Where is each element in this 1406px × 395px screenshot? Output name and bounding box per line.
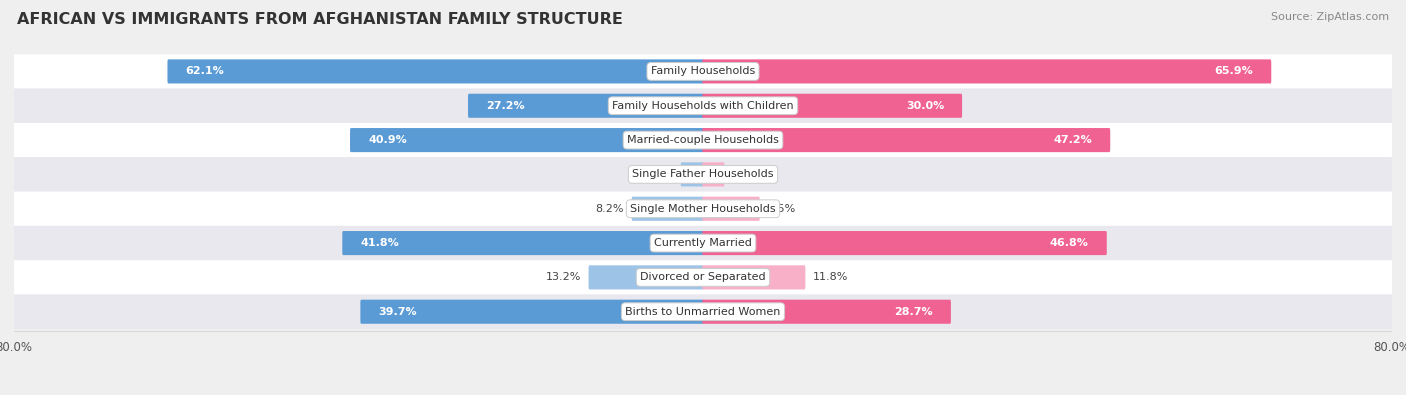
Text: 47.2%: 47.2% — [1053, 135, 1092, 145]
FancyBboxPatch shape — [14, 192, 1392, 226]
FancyBboxPatch shape — [702, 231, 1107, 255]
FancyBboxPatch shape — [702, 128, 1111, 152]
FancyBboxPatch shape — [702, 162, 724, 186]
Text: Currently Married: Currently Married — [654, 238, 752, 248]
FancyBboxPatch shape — [14, 260, 1392, 295]
Text: AFRICAN VS IMMIGRANTS FROM AFGHANISTAN FAMILY STRUCTURE: AFRICAN VS IMMIGRANTS FROM AFGHANISTAN F… — [17, 12, 623, 27]
Text: Source: ZipAtlas.com: Source: ZipAtlas.com — [1271, 12, 1389, 22]
Text: 40.9%: 40.9% — [368, 135, 406, 145]
Text: 11.8%: 11.8% — [813, 273, 849, 282]
FancyBboxPatch shape — [468, 94, 704, 118]
Text: 28.7%: 28.7% — [894, 307, 934, 317]
FancyBboxPatch shape — [14, 88, 1392, 123]
Text: 62.1%: 62.1% — [186, 66, 224, 76]
FancyBboxPatch shape — [702, 265, 806, 290]
Text: 30.0%: 30.0% — [905, 101, 945, 111]
FancyBboxPatch shape — [702, 94, 962, 118]
Legend: African, Immigrants from Afghanistan: African, Immigrants from Afghanistan — [558, 394, 848, 395]
FancyBboxPatch shape — [631, 197, 704, 221]
FancyBboxPatch shape — [589, 265, 704, 290]
FancyBboxPatch shape — [14, 295, 1392, 329]
Text: 13.2%: 13.2% — [546, 273, 581, 282]
Text: 8.2%: 8.2% — [595, 204, 624, 214]
FancyBboxPatch shape — [681, 162, 704, 186]
Text: Family Households with Children: Family Households with Children — [612, 101, 794, 111]
FancyBboxPatch shape — [702, 197, 759, 221]
Text: 6.5%: 6.5% — [768, 204, 796, 214]
Text: 27.2%: 27.2% — [486, 101, 524, 111]
Text: Family Households: Family Households — [651, 66, 755, 76]
Text: 2.4%: 2.4% — [733, 169, 761, 179]
Text: Single Father Households: Single Father Households — [633, 169, 773, 179]
FancyBboxPatch shape — [14, 157, 1392, 192]
Text: 2.5%: 2.5% — [644, 169, 673, 179]
FancyBboxPatch shape — [350, 128, 704, 152]
Text: 41.8%: 41.8% — [360, 238, 399, 248]
FancyBboxPatch shape — [14, 226, 1392, 260]
FancyBboxPatch shape — [702, 59, 1271, 83]
FancyBboxPatch shape — [342, 231, 704, 255]
FancyBboxPatch shape — [702, 300, 950, 324]
Text: Married-couple Households: Married-couple Households — [627, 135, 779, 145]
Text: 65.9%: 65.9% — [1215, 66, 1253, 76]
Text: 39.7%: 39.7% — [378, 307, 418, 317]
Text: Single Mother Households: Single Mother Households — [630, 204, 776, 214]
Text: Divorced or Separated: Divorced or Separated — [640, 273, 766, 282]
FancyBboxPatch shape — [360, 300, 704, 324]
FancyBboxPatch shape — [14, 123, 1392, 157]
Text: 46.8%: 46.8% — [1050, 238, 1088, 248]
Text: Births to Unmarried Women: Births to Unmarried Women — [626, 307, 780, 317]
FancyBboxPatch shape — [14, 54, 1392, 88]
FancyBboxPatch shape — [167, 59, 704, 83]
